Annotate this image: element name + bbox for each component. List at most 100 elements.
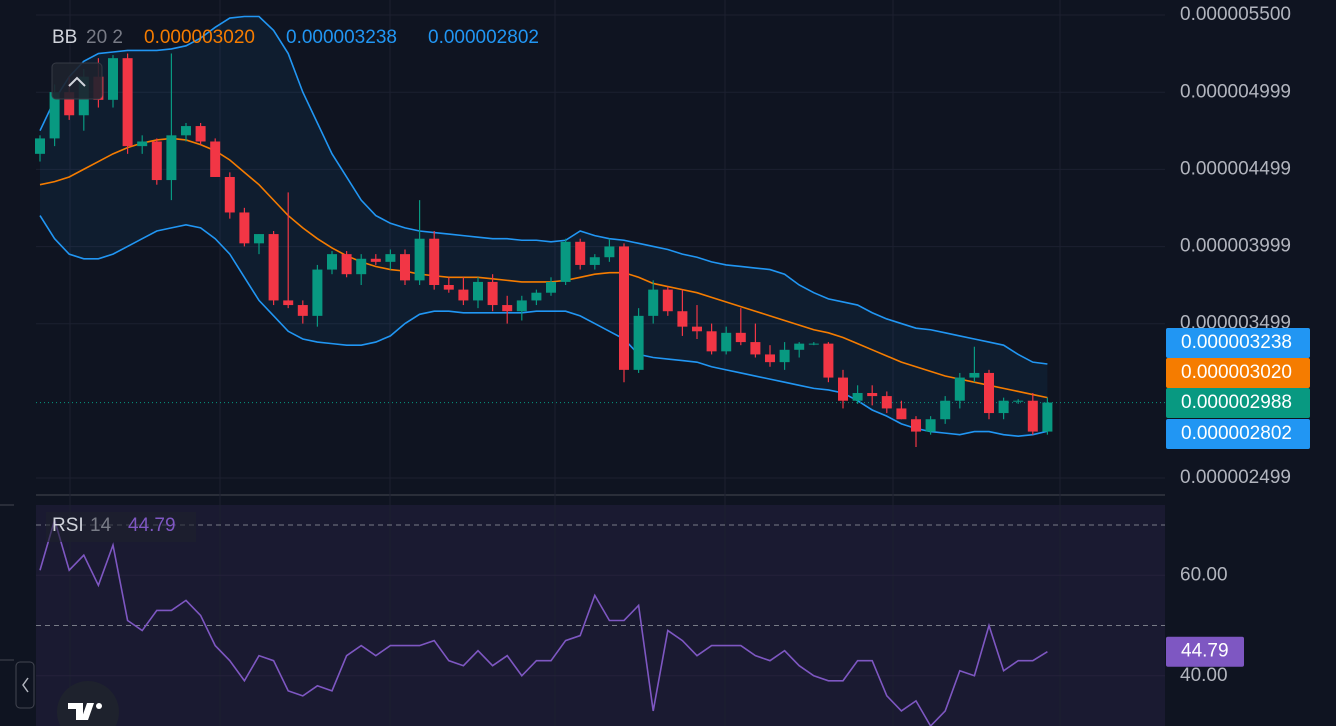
candle-body xyxy=(925,419,936,432)
candle-body xyxy=(122,58,133,147)
legend-value: 0.000002802 xyxy=(428,27,539,48)
candle-body xyxy=(998,400,1009,414)
indicator-params: 14 xyxy=(90,515,112,536)
y-tick-label: 0.000003999 xyxy=(1180,236,1291,257)
candle-body xyxy=(633,315,644,370)
candle-body xyxy=(706,331,717,352)
candle-body xyxy=(648,289,659,316)
candle-body xyxy=(487,281,498,306)
candle-body xyxy=(166,135,177,181)
price-tag-label: 0.000002988 xyxy=(1181,392,1292,413)
candle-body xyxy=(195,126,206,142)
y-tick-label: 0.000005500 xyxy=(1180,4,1291,25)
price-tag-label: 0.000003238 xyxy=(1181,332,1292,353)
candle-body xyxy=(779,349,790,363)
candle-body xyxy=(458,289,469,301)
chevron-icon xyxy=(22,677,29,693)
candle-body xyxy=(692,326,702,332)
candle-body xyxy=(940,400,951,420)
candle-body xyxy=(984,372,994,414)
candle-body xyxy=(838,377,848,401)
candle-body xyxy=(181,126,191,136)
candle-body xyxy=(1027,400,1038,432)
candle-body xyxy=(151,141,162,181)
candle-body xyxy=(224,176,235,213)
collapse-legend-button[interactable] xyxy=(51,62,103,100)
candle-body xyxy=(662,289,673,312)
candle-body xyxy=(356,258,367,275)
candle-body xyxy=(210,141,221,177)
legend-value: 0.000003238 xyxy=(286,27,397,48)
candle-body xyxy=(721,332,732,352)
candle-body xyxy=(370,258,381,262)
logo-icon xyxy=(68,703,94,720)
candle-body xyxy=(881,396,892,409)
indicator-name: RSI xyxy=(52,515,84,536)
candle-body xyxy=(239,212,250,244)
indicator-params: 20 2 xyxy=(86,27,123,48)
rsi-pane xyxy=(36,505,1165,726)
candle-body xyxy=(327,254,337,270)
candle-body xyxy=(268,234,279,301)
legend-value: 44.79 xyxy=(128,515,176,536)
price-tag-label: 0.000003020 xyxy=(1181,362,1292,383)
candle-body xyxy=(531,292,542,301)
price-tag xyxy=(1166,358,1310,388)
candle-body xyxy=(429,238,440,285)
chevron-up-icon xyxy=(68,76,86,87)
band-line xyxy=(39,137,1048,399)
candle-body xyxy=(137,141,148,147)
y-tick-label: 0.000002499 xyxy=(1180,467,1291,488)
candle-body xyxy=(852,393,863,401)
candle-body xyxy=(823,343,834,378)
candle-body xyxy=(1042,402,1053,432)
band-line xyxy=(39,15,1048,365)
candle-body xyxy=(794,343,805,350)
candle-body xyxy=(414,238,425,281)
legend-value: 0.000003020 xyxy=(144,27,255,48)
collapse-toolbar-button[interactable] xyxy=(15,661,35,709)
indicator-name: BB xyxy=(52,27,77,48)
candle-body xyxy=(283,300,294,306)
candle-body xyxy=(677,311,688,327)
y-tick-label: 0.000004499 xyxy=(1180,158,1291,179)
candle-body xyxy=(1013,400,1024,402)
band-line xyxy=(39,215,1048,438)
candle-body xyxy=(954,377,965,401)
y-tick-label: 0.000004999 xyxy=(1180,81,1291,102)
candle-body xyxy=(735,332,746,343)
band-fill xyxy=(40,16,1048,437)
candle-body xyxy=(750,342,761,355)
candle-body xyxy=(473,281,483,301)
price-tag xyxy=(1166,419,1310,449)
candle-body xyxy=(765,354,775,363)
rsi-legend-bg xyxy=(46,512,196,542)
candle-body xyxy=(911,419,921,432)
candle-body xyxy=(546,281,556,293)
candle-body xyxy=(49,92,60,139)
price-tag xyxy=(1166,328,1310,358)
y-tick-label: 60.00 xyxy=(1180,564,1228,585)
candle-body xyxy=(297,305,308,316)
candle-body xyxy=(896,408,907,420)
candle-body xyxy=(254,234,264,244)
candle-body xyxy=(867,393,878,397)
candle-body xyxy=(108,58,118,100)
candle-body xyxy=(385,254,396,262)
candle-body xyxy=(502,305,513,312)
candle-body xyxy=(604,246,615,258)
price-tag xyxy=(1166,388,1310,418)
candle-body xyxy=(808,343,819,345)
candle-body xyxy=(312,269,323,316)
candle-body xyxy=(443,284,454,290)
candle-body xyxy=(619,246,629,370)
candle-body xyxy=(341,254,352,275)
value-tag xyxy=(1166,636,1244,667)
plot-layer: 0.000005500 0.000004999 0.000004499 0.00000… xyxy=(35,0,1310,726)
candle-body xyxy=(589,257,600,265)
candle-body xyxy=(64,92,75,116)
candle-body xyxy=(35,138,45,154)
